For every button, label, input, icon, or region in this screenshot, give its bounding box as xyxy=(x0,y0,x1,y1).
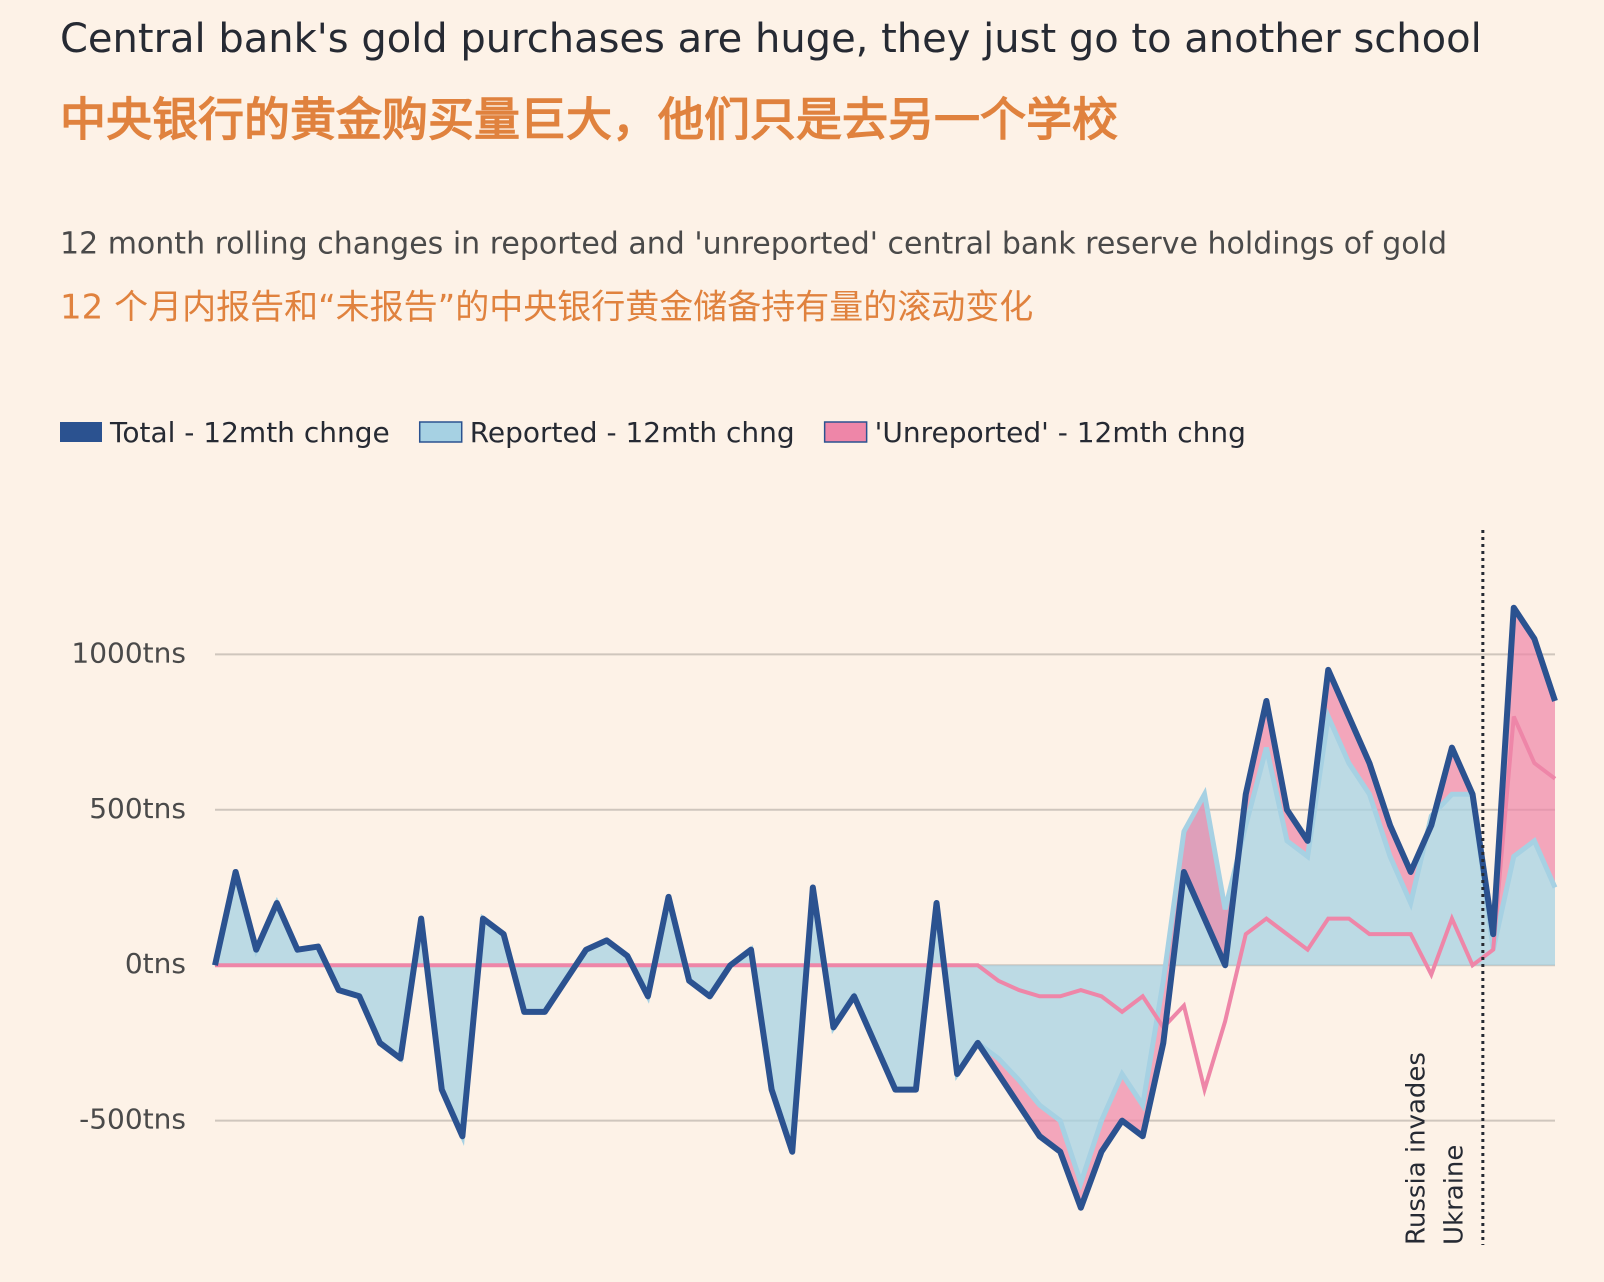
y-tick-label: -500tns xyxy=(79,1103,186,1136)
legend-swatch xyxy=(60,422,102,442)
annotation: Russia invades Ukraine xyxy=(1401,530,1485,1245)
y-tick-label: 500tns xyxy=(89,792,186,825)
y-tick-label: 0tns xyxy=(125,947,186,980)
grid: -500tns 0tns 500tns 1000tns xyxy=(71,636,1555,1136)
legend: Total - 12mth chnge Reported - 12mth chng… xyxy=(60,416,1246,449)
event-label: Russia invades xyxy=(1401,1052,1431,1245)
legend-label: 'Unreported' - 12mth chng xyxy=(875,416,1246,449)
legend-swatch xyxy=(418,421,463,443)
chart-subtitle-zh: 12 个月内报告和“未报告”的中央银行黄金储备持有量的滚动变化 xyxy=(60,288,1033,328)
legend-label: Reported - 12mth chng xyxy=(470,416,795,449)
chart-title: Central bank's gold purchases are huge, … xyxy=(60,16,1482,62)
legend-swatch xyxy=(823,421,868,443)
event-label: Ukraine xyxy=(1439,1145,1469,1245)
chart-title-zh: 中央银行的黄金购买量巨大，他们只是去另一个学校 xyxy=(60,93,1118,147)
total-line xyxy=(212,604,1558,1211)
y-tick-label: 1000tns xyxy=(71,636,186,669)
unreported-line xyxy=(215,715,1557,1098)
chart-subtitle: 12 month rolling changes in reported and… xyxy=(60,227,1447,262)
legend-label: Total - 12mth chnge xyxy=(109,416,390,449)
plot-area xyxy=(212,604,1558,1211)
